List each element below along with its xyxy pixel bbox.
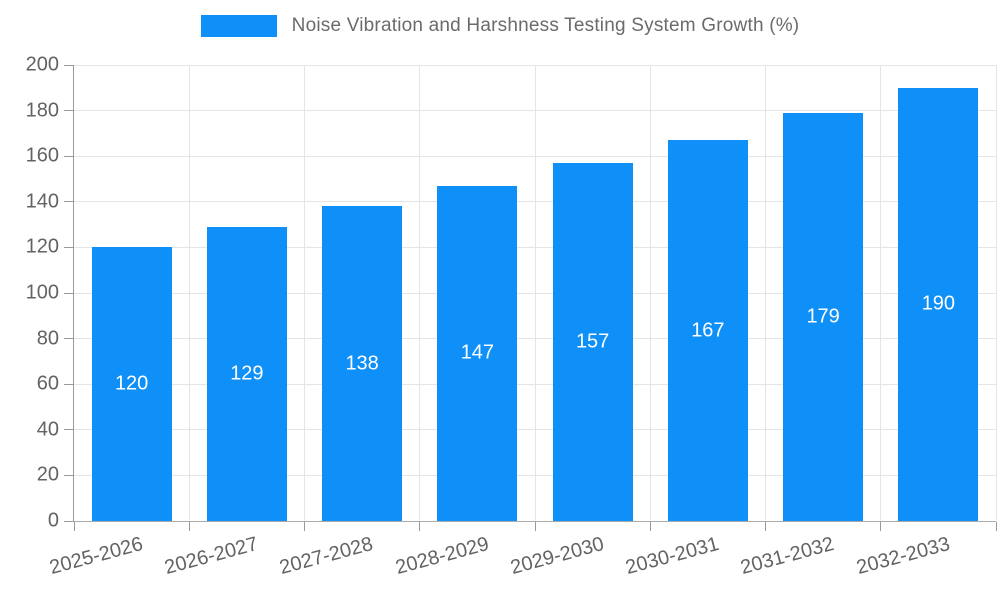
x-tick-label: 2027-2028 — [277, 533, 376, 580]
y-tick-label: 160 — [25, 144, 59, 167]
y-axis-tick — [64, 338, 73, 340]
legend-label: Noise Vibration and Harshness Testing Sy… — [291, 15, 800, 36]
x-axis-tick — [304, 522, 305, 531]
y-axis-tick — [64, 520, 73, 522]
y-axis-tick — [64, 246, 73, 248]
x-axis-tick — [73, 522, 75, 531]
v-gridline — [765, 65, 766, 521]
y-axis-tick — [64, 201, 73, 203]
x-axis-tick — [649, 522, 651, 531]
v-gridline — [995, 65, 997, 521]
y-tick-label: 20 — [36, 463, 59, 486]
chart-legend: Noise Vibration and Harshness Testing Sy… — [0, 15, 1000, 37]
x-axis-tick — [880, 522, 882, 531]
v-gridline — [304, 65, 305, 521]
bar-value-label: 179 — [806, 305, 840, 328]
y-tick-label: 0 — [47, 509, 59, 532]
bar-value-label: 167 — [691, 319, 725, 342]
bar-2028-2029: 147 — [437, 185, 518, 521]
bar-2031-2032: 179 — [783, 112, 864, 521]
y-tick-label: 120 — [25, 235, 59, 258]
y-axis-tick — [64, 429, 73, 431]
bar-value-label: 157 — [575, 330, 610, 353]
y-tick-label: 100 — [25, 281, 59, 304]
x-tick-label: 2029-2030 — [508, 533, 607, 580]
y-axis-tick — [64, 155, 73, 157]
v-gridline — [649, 65, 651, 521]
bar-2029-2030: 157 — [552, 163, 633, 521]
bar-2026-2027: 129 — [206, 226, 287, 521]
x-tick-label: 2025-2026 — [47, 533, 146, 580]
bar-2030-2031: 167 — [667, 140, 748, 521]
bar-value-label: 147 — [460, 341, 495, 364]
x-tick-label: 2028-2029 — [392, 533, 492, 580]
y-axis-tick — [64, 64, 73, 66]
x-axis-tick — [534, 522, 536, 531]
legend-swatch — [200, 15, 277, 37]
bar-value-label: 190 — [921, 292, 956, 315]
y-tick-label: 140 — [25, 190, 59, 213]
plot-area: 0 20 40 60 80 100 120 140 160 180 200 120 2025-2026 1… — [26, 54, 997, 579]
x-axis-tick — [419, 522, 421, 531]
bar-2032-2033: 190 — [898, 87, 979, 521]
x-axis-tick — [188, 522, 190, 531]
x-tick-label: 2031-2032 — [738, 533, 837, 580]
x-tick-label: 2030-2031 — [623, 533, 722, 580]
y-axis-tick — [64, 292, 73, 294]
y-tick-label: 180 — [25, 99, 59, 122]
bar-value-label: 138 — [345, 352, 379, 375]
bar-value-label: 129 — [230, 362, 264, 385]
x-axis-tick — [995, 522, 997, 531]
v-gridline — [534, 65, 536, 521]
y-axis-tick — [64, 383, 73, 385]
bar-value-label: 120 — [114, 372, 149, 395]
x-tick-label: 2032-2033 — [853, 533, 953, 580]
y-tick-label: 200 — [25, 53, 59, 76]
v-gridline — [419, 65, 421, 521]
y-axis-tick — [64, 474, 73, 476]
y-tick-label: 60 — [36, 372, 59, 395]
x-axis-tick — [765, 522, 766, 531]
v-gridline — [188, 65, 190, 521]
x-tick-label: 2026-2027 — [162, 533, 261, 580]
v-gridline — [880, 65, 882, 521]
y-tick-label: 80 — [36, 327, 59, 350]
bar-2027-2028: 138 — [322, 206, 403, 521]
bar-2025-2026: 120 — [91, 247, 172, 521]
y-axis-tick — [64, 110, 73, 112]
y-tick-label: 40 — [36, 418, 59, 441]
